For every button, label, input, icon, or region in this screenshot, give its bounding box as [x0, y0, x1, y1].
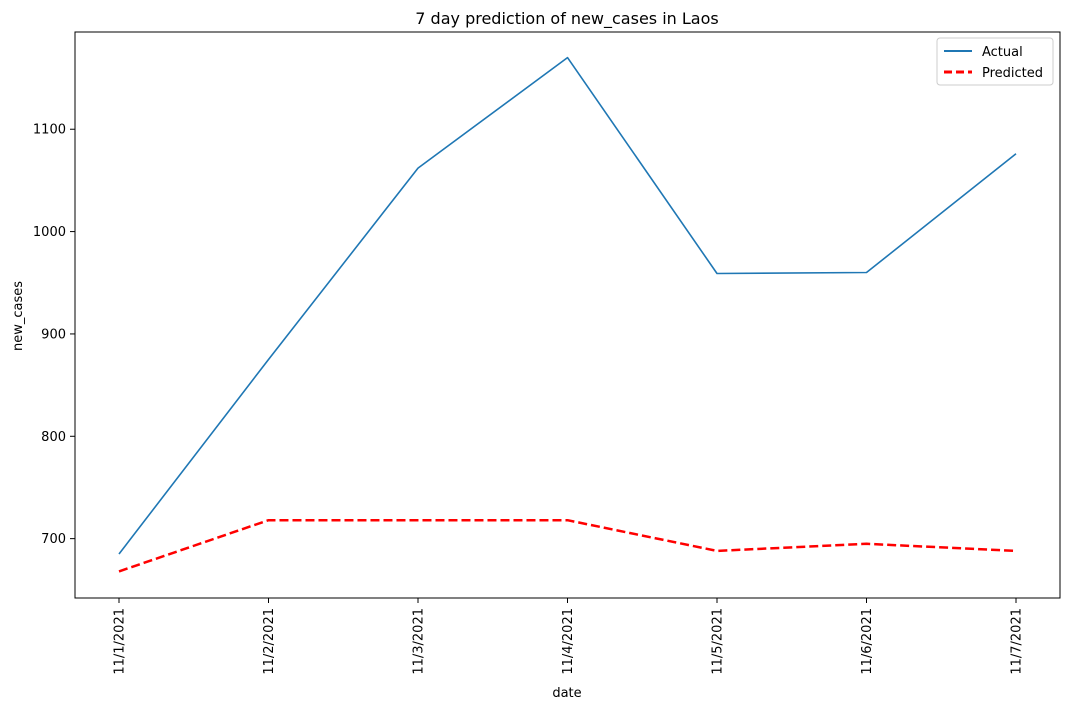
legend-predicted-label: Predicted [982, 66, 1043, 81]
x-tick-label: 11/5/2021 [711, 608, 726, 675]
y-tick-label: 1100 [33, 123, 66, 138]
x-axis-label: date [552, 686, 581, 701]
y-axis: 700 800 900 1000 1100 [33, 123, 75, 547]
x-tick-label: 11/1/2021 [113, 608, 128, 675]
x-tick-label: 11/2/2021 [262, 608, 277, 675]
legend-box [936, 37, 1054, 86]
y-tick-label: 1000 [33, 225, 66, 240]
series-layer [118, 56, 1017, 573]
x-tick-label: 11/4/2021 [561, 608, 576, 675]
plot-area [74, 31, 1061, 599]
series-line-predicted [118, 518, 1017, 573]
x-tick-label: 11/6/2021 [860, 608, 875, 675]
x-axis: 11/1/2021 11/2/2021 11/3/2021 11/4/2021 11/5… [113, 598, 1025, 675]
chart-title: 7 day prediction of new_cases in Laos [415, 9, 718, 29]
y-tick-label: 900 [41, 327, 66, 342]
y-tick-label: 800 [41, 430, 66, 445]
y-axis-label: new_cases [11, 281, 26, 351]
legend: Actual Predicted [936, 37, 1054, 86]
x-tick-label: 11/7/2021 [1010, 608, 1025, 675]
y-tick-label: 700 [41, 532, 66, 547]
x-tick-label: 11/3/2021 [412, 608, 427, 675]
series-line-actual [118, 56, 1017, 555]
legend-actual-label: Actual [982, 45, 1023, 60]
